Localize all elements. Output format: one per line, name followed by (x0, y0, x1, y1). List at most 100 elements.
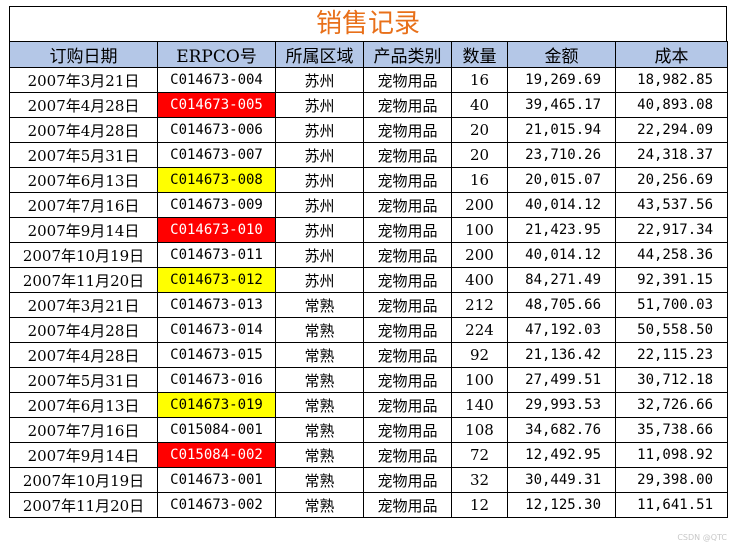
cell-cost[interactable]: 40,893.08 (615, 92, 728, 118)
cell-qty[interactable]: 140 (451, 392, 508, 418)
cell-cost[interactable]: 51,700.03 (615, 292, 728, 318)
cell-qty[interactable]: 32 (451, 467, 508, 493)
cell-region[interactable]: 苏州 (275, 67, 364, 93)
cell-category[interactable]: 宠物用品 (363, 167, 452, 193)
cell-cost[interactable]: 50,558.50 (615, 317, 728, 343)
cell-qty[interactable]: 16 (451, 67, 508, 93)
cell-category[interactable]: 宠物用品 (363, 117, 452, 143)
cell-region[interactable]: 常熟 (275, 317, 364, 343)
sheet-title[interactable]: 销售记录 (9, 6, 727, 41)
cell-cost[interactable]: 30,712.18 (615, 367, 728, 393)
header-cell-cost[interactable]: 成本 (615, 41, 728, 68)
cell-cost[interactable]: 35,738.66 (615, 417, 728, 443)
cell-region[interactable]: 苏州 (275, 192, 364, 218)
cell-qty[interactable]: 212 (451, 292, 508, 318)
cell-category[interactable]: 宠物用品 (363, 442, 452, 468)
cell-erp[interactable]: C014673-008 (157, 167, 276, 193)
cell-date[interactable]: 2007年10月19日 (9, 467, 158, 493)
header-cell-date[interactable]: 订购日期 (9, 41, 158, 68)
cell-cost[interactable]: 22,917.34 (615, 217, 728, 243)
cell-date[interactable]: 2007年9月14日 (9, 442, 158, 468)
cell-date[interactable]: 2007年4月28日 (9, 342, 158, 368)
cell-qty[interactable]: 400 (451, 267, 508, 293)
cell-qty[interactable]: 108 (451, 417, 508, 443)
cell-region[interactable]: 常熟 (275, 442, 364, 468)
cell-erp[interactable]: C014673-014 (157, 317, 276, 343)
cell-date[interactable]: 2007年10月19日 (9, 242, 158, 268)
cell-date[interactable]: 2007年4月28日 (9, 117, 158, 143)
cell-qty[interactable]: 224 (451, 317, 508, 343)
cell-date[interactable]: 2007年5月31日 (9, 142, 158, 168)
cell-erp[interactable]: C014673-004 (157, 67, 276, 93)
cell-category[interactable]: 宠物用品 (363, 217, 452, 243)
cell-erp[interactable]: C014673-019 (157, 392, 276, 418)
cell-erp[interactable]: C014673-001 (157, 467, 276, 493)
cell-cost[interactable]: 29,398.00 (615, 467, 728, 493)
cell-cost[interactable]: 24,318.37 (615, 142, 728, 168)
cell-amount[interactable]: 20,015.07 (507, 167, 616, 193)
cell-erp[interactable]: C014673-002 (157, 492, 276, 518)
cell-date[interactable]: 2007年5月31日 (9, 367, 158, 393)
cell-date[interactable]: 2007年4月28日 (9, 92, 158, 118)
cell-qty[interactable]: 200 (451, 242, 508, 268)
cell-cost[interactable]: 20,256.69 (615, 167, 728, 193)
cell-category[interactable]: 宠物用品 (363, 142, 452, 168)
cell-amount[interactable]: 21,136.42 (507, 342, 616, 368)
cell-category[interactable]: 宠物用品 (363, 267, 452, 293)
cell-qty[interactable]: 100 (451, 367, 508, 393)
cell-cost[interactable]: 44,258.36 (615, 242, 728, 268)
header-cell-erp[interactable]: ERPCO号 (157, 41, 276, 68)
cell-amount[interactable]: 34,682.76 (507, 417, 616, 443)
cell-cost[interactable]: 11,098.92 (615, 442, 728, 468)
cell-category[interactable]: 宠物用品 (363, 417, 452, 443)
cell-erp[interactable]: C014673-010 (157, 217, 276, 243)
cell-region[interactable]: 常熟 (275, 392, 364, 418)
cell-cost[interactable]: 92,391.15 (615, 267, 728, 293)
header-cell-region[interactable]: 所属区域 (275, 41, 364, 68)
cell-erp[interactable]: C014673-005 (157, 92, 276, 118)
cell-qty[interactable]: 16 (451, 167, 508, 193)
cell-cost[interactable]: 11,641.51 (615, 492, 728, 518)
cell-qty[interactable]: 200 (451, 192, 508, 218)
cell-amount[interactable]: 12,125.30 (507, 492, 616, 518)
cell-erp[interactable]: C015084-001 (157, 417, 276, 443)
cell-amount[interactable]: 12,492.95 (507, 442, 616, 468)
cell-amount[interactable]: 27,499.51 (507, 367, 616, 393)
header-cell-amount[interactable]: 金额 (507, 41, 616, 68)
cell-erp[interactable]: C014673-009 (157, 192, 276, 218)
cell-qty[interactable]: 92 (451, 342, 508, 368)
cell-amount[interactable]: 21,423.95 (507, 217, 616, 243)
cell-amount[interactable]: 40,014.12 (507, 192, 616, 218)
cell-category[interactable]: 宠物用品 (363, 492, 452, 518)
cell-region[interactable]: 苏州 (275, 92, 364, 118)
cell-date[interactable]: 2007年6月13日 (9, 167, 158, 193)
cell-region[interactable]: 苏州 (275, 117, 364, 143)
cell-date[interactable]: 2007年6月13日 (9, 392, 158, 418)
cell-category[interactable]: 宠物用品 (363, 242, 452, 268)
cell-region[interactable]: 苏州 (275, 267, 364, 293)
cell-qty[interactable]: 100 (451, 217, 508, 243)
cell-amount[interactable]: 29,993.53 (507, 392, 616, 418)
cell-erp[interactable]: C014673-016 (157, 367, 276, 393)
cell-erp[interactable]: C014673-013 (157, 292, 276, 318)
cell-qty[interactable]: 20 (451, 117, 508, 143)
cell-region[interactable]: 常熟 (275, 292, 364, 318)
cell-date[interactable]: 2007年3月21日 (9, 292, 158, 318)
cell-region[interactable]: 常熟 (275, 367, 364, 393)
cell-amount[interactable]: 19,269.69 (507, 67, 616, 93)
cell-category[interactable]: 宠物用品 (363, 192, 452, 218)
cell-erp[interactable]: C014673-012 (157, 267, 276, 293)
cell-qty[interactable]: 12 (451, 492, 508, 518)
cell-erp[interactable]: C015084-002 (157, 442, 276, 468)
cell-region[interactable]: 苏州 (275, 167, 364, 193)
cell-region[interactable]: 常熟 (275, 492, 364, 518)
cell-date[interactable]: 2007年3月21日 (9, 67, 158, 93)
cell-category[interactable]: 宠物用品 (363, 467, 452, 493)
cell-date[interactable]: 2007年11月20日 (9, 267, 158, 293)
cell-erp[interactable]: C014673-015 (157, 342, 276, 368)
cell-region[interactable]: 苏州 (275, 142, 364, 168)
cell-erp[interactable]: C014673-007 (157, 142, 276, 168)
cell-date[interactable]: 2007年11月20日 (9, 492, 158, 518)
cell-amount[interactable]: 39,465.17 (507, 92, 616, 118)
cell-amount[interactable]: 21,015.94 (507, 117, 616, 143)
